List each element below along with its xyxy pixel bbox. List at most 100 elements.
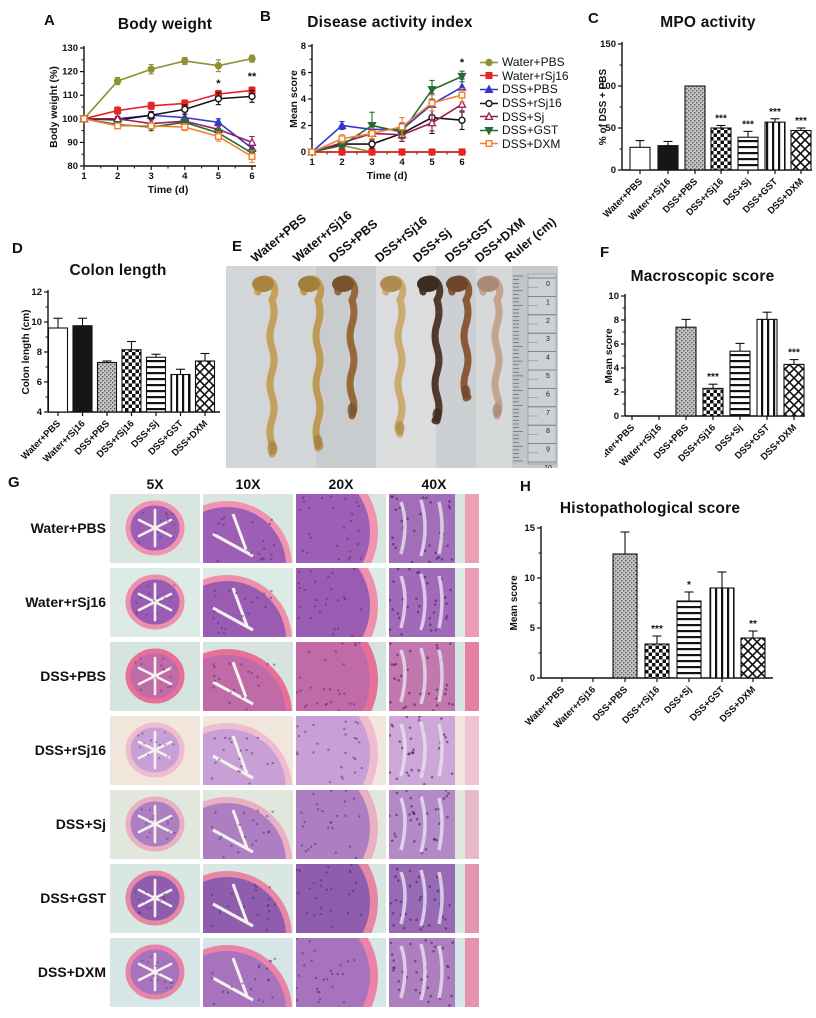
legend-label: Water+rSj16 — [502, 68, 569, 83]
legend-item-DSS+rSj16: DSS+rSj16 — [479, 97, 569, 110]
svg-text:1: 1 — [546, 299, 550, 306]
significance-mark: *** — [788, 348, 800, 359]
svg-text:100: 100 — [62, 114, 78, 125]
legend-label: DSS+DXM — [502, 136, 561, 151]
svg-text:4: 4 — [546, 355, 550, 362]
panel-a-label: A — [44, 12, 55, 29]
bar-DSS+GST — [170, 373, 191, 413]
series-DSS+DXM — [308, 87, 466, 156]
histology-image-Water+rSj16-10X — [203, 568, 293, 637]
svg-text:90: 90 — [67, 137, 78, 148]
histology-image-DSS+rSj16-5X — [110, 716, 200, 785]
bar-DSS+DXM — [194, 360, 216, 413]
body-weight-chart: 80 90 100 110 120 130 1 2 3 4 5 6 Time (d) Body weigh… — [48, 43, 257, 196]
svg-text:3: 3 — [369, 157, 374, 168]
histology-image-DSS+DXM-20X — [296, 938, 386, 1007]
svg-text:6: 6 — [249, 171, 254, 182]
significance-mark: *** — [769, 107, 781, 118]
bar-DSS+Sj — [737, 136, 759, 171]
svg-text:8: 8 — [546, 428, 550, 435]
bar-DSS+Sj — [145, 356, 167, 413]
histology-image-DSS+rSj16-40X — [389, 716, 479, 785]
svg-text:9: 9 — [546, 447, 550, 454]
histology-image-DSS+GST-10X — [203, 864, 293, 933]
svg-text:0: 0 — [614, 411, 619, 422]
legend-item-Water+rSj16: Water+rSj16 — [479, 70, 569, 83]
svg-text:2: 2 — [339, 157, 344, 168]
bar-DSS+DXM — [740, 637, 766, 679]
svg-text:4: 4 — [399, 157, 405, 168]
legend-item-DSS+Sj: DSS+Sj — [479, 110, 569, 123]
magnification-header-40X: 40X — [421, 476, 447, 492]
significance-mark: * — [460, 57, 465, 69]
histology-row-label-DSS+PBS: DSS+PBS — [40, 668, 106, 684]
svg-text:4: 4 — [301, 94, 307, 105]
histopathological-score-title: Histopathological score — [559, 500, 741, 517]
colon-specimen-DSS+GST — [446, 275, 473, 402]
histology-image-Water+PBS-40X — [389, 494, 479, 563]
svg-text:Body weight (%): Body weight (%) — [48, 66, 60, 148]
histology-image-DSS+rSj16-10X — [203, 716, 293, 785]
histology-image-DSS+PBS-40X — [389, 642, 479, 711]
category-label: DSS+Sj — [662, 684, 694, 716]
legend-marker-icon — [480, 126, 498, 136]
histology-image-DSS+PBS-5X — [110, 642, 200, 711]
histology-image-Water+PBS-10X — [203, 494, 293, 563]
bars: *** *** *** *** — [629, 85, 812, 171]
panel-e-label: E — [232, 238, 243, 255]
svg-text:10: 10 — [524, 573, 535, 584]
histology-image-DSS+DXM-5X — [110, 938, 200, 1007]
histology-image-DSS+GST-40X — [389, 864, 479, 933]
series-DSS+Sj — [307, 95, 467, 156]
panel-h-label: H — [520, 478, 531, 495]
legend-item-DSS+DXM: DSS+DXM — [479, 138, 569, 151]
svg-text:10: 10 — [31, 317, 42, 328]
bar-DSS+DXM — [790, 129, 812, 171]
bar-DSS+PBS — [96, 361, 118, 413]
legend-marker-icon — [480, 58, 498, 66]
svg-text:12: 12 — [31, 287, 42, 298]
svg-text:8: 8 — [301, 41, 306, 52]
legend-label: DSS+Sj — [502, 109, 545, 124]
histology-image-Water+rSj16-20X — [296, 568, 386, 637]
colon-specimen-DSS+Sj — [417, 275, 444, 425]
svg-text:3: 3 — [546, 336, 550, 343]
svg-text:8: 8 — [614, 315, 619, 326]
colon-specimen-Water+rSj16 — [298, 275, 325, 452]
significance-mark: *** — [715, 113, 727, 124]
mpo-activity-title: MPO activity — [660, 14, 756, 31]
svg-text:80: 80 — [67, 161, 78, 172]
svg-text:2: 2 — [614, 387, 619, 398]
svg-text:Mean score: Mean score — [288, 70, 300, 128]
series-DSS+DXM — [80, 115, 256, 164]
legend-label: DSS+PBS — [502, 82, 558, 97]
significance-mark: *** — [707, 372, 719, 383]
svg-text:4: 4 — [37, 407, 43, 418]
svg-text:1: 1 — [81, 171, 87, 182]
colon-specimen-DSS+PBS — [332, 275, 359, 420]
legend-item-DSS+GST: DSS+GST — [479, 124, 569, 137]
axes: 0 2 4 6 8 1 2 3 4 5 6 Time (d) Mean score — [288, 41, 466, 182]
bar-Water+rSj16 — [657, 145, 679, 171]
bar-DSS+Sj — [729, 350, 751, 417]
svg-text:5: 5 — [216, 171, 222, 182]
svg-text:3: 3 — [149, 171, 154, 182]
bar-DSS+PBS — [612, 553, 638, 679]
series-legend: Water+PBS Water+rSj16 DSS+PBS DSS+rSj16 DSS+… — [479, 56, 569, 150]
significance-mark: * — [216, 78, 221, 90]
magnification-header-5X: 5X — [146, 476, 164, 492]
histology-row-label-DSS+DXM: DSS+DXM — [37, 964, 106, 980]
histology-image-DSS+DXM-10X — [203, 938, 293, 1007]
legend-marker-icon — [480, 99, 498, 107]
disease-activity-title: Disease activity index — [307, 14, 473, 31]
svg-text:10: 10 — [544, 465, 552, 468]
panel-d-label: D — [12, 240, 23, 257]
legend-marker-icon — [480, 140, 498, 148]
svg-text:6: 6 — [37, 377, 42, 388]
significance-mark: ** — [749, 619, 757, 630]
bar-DSS+PBS — [684, 85, 706, 171]
